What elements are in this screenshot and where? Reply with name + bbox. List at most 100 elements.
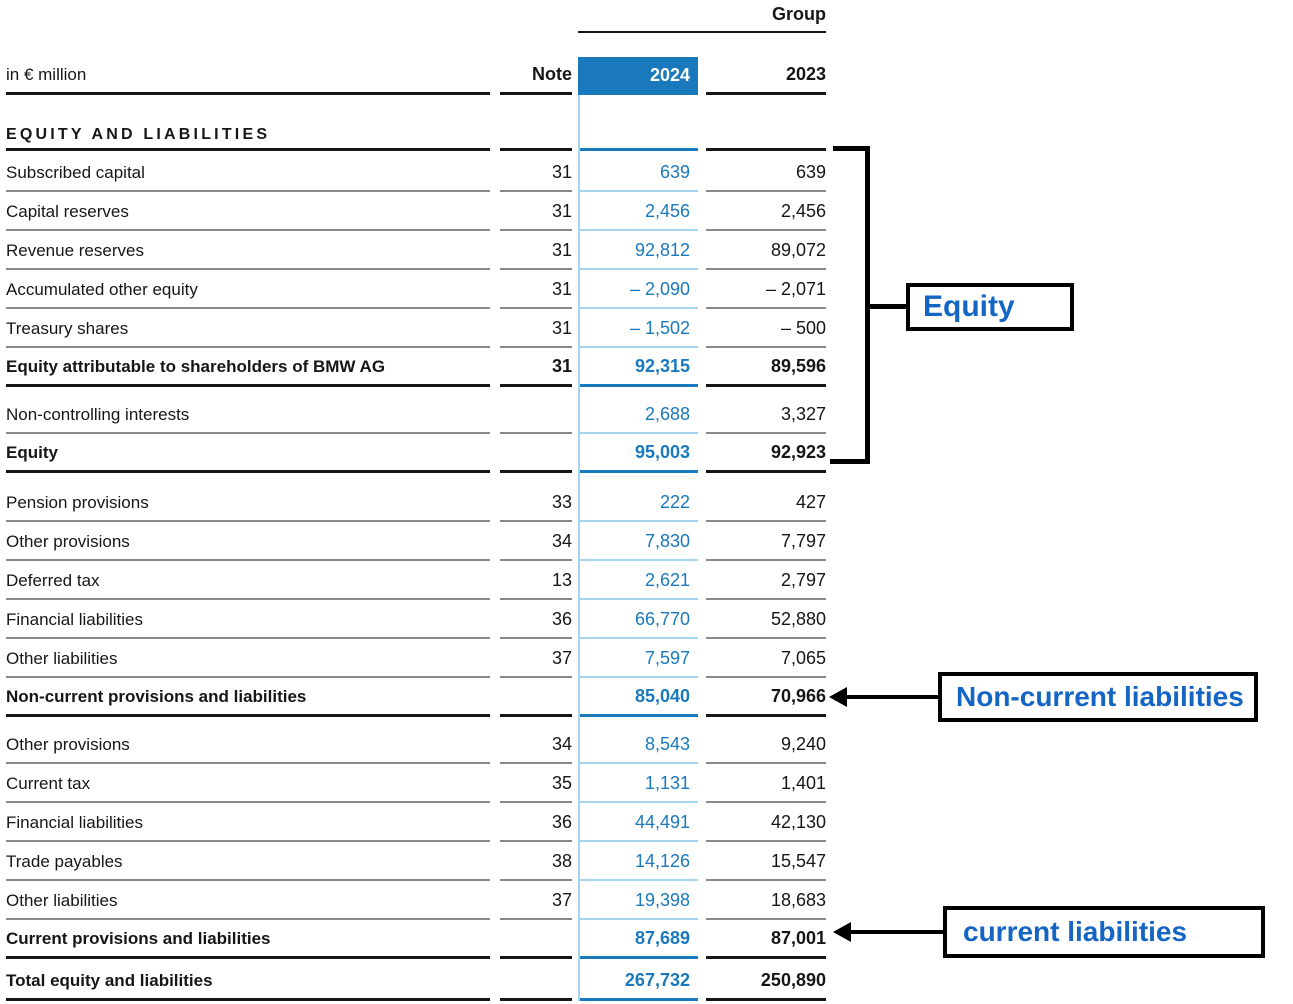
spacer xyxy=(490,395,500,434)
row-value-2024: 85,040 xyxy=(578,678,698,717)
spacer xyxy=(490,57,500,95)
spacer xyxy=(6,33,826,57)
row-note: 38 xyxy=(500,842,572,881)
spacer xyxy=(698,270,706,309)
row-note xyxy=(500,962,572,1001)
current-annotation-label: current liabilities xyxy=(963,916,1188,947)
non-current-annotation-label: Non-current liabilities xyxy=(956,681,1244,712)
row-note: 36 xyxy=(500,600,572,639)
row-value-2023: 2,797 xyxy=(706,561,826,600)
row-label: Pension provisions xyxy=(6,483,490,522)
table-row: Other liabilities 37 19,398 18,683 xyxy=(6,881,826,920)
row-label: Other liabilities xyxy=(6,881,490,920)
row-value-2023: – 2,071 xyxy=(706,270,826,309)
row-value-2024: 2,621 xyxy=(578,561,698,600)
table-row: Pension provisions 33 222 427 xyxy=(6,483,826,522)
row-note: 31 xyxy=(500,348,572,387)
row-note: 31 xyxy=(500,270,572,309)
section-header-row: EQUITY AND LIABILITIES xyxy=(6,126,826,151)
table-row: Trade payables 38 14,126 15,547 xyxy=(6,842,826,881)
row-value-2023: 52,880 xyxy=(706,600,826,639)
row-value-2023: 1,401 xyxy=(706,764,826,803)
row-label: Subscribed capital xyxy=(6,153,490,192)
row-value-2024: 92,812 xyxy=(578,231,698,270)
table-row: Revenue reserves 31 92,812 89,072 xyxy=(6,231,826,270)
table-row: Other liabilities 37 7,597 7,065 xyxy=(6,639,826,678)
spacer xyxy=(490,842,500,881)
spacer xyxy=(6,95,826,126)
table-row: Subscribed capital 31 639 639 xyxy=(6,153,826,192)
spacer xyxy=(490,126,500,151)
spacer xyxy=(698,920,706,959)
spacer xyxy=(698,126,706,151)
spacer xyxy=(490,309,500,348)
spacer xyxy=(490,231,500,270)
row-value-2023: 250,890 xyxy=(706,962,826,1001)
equity-liabilities-table: Group in € million Note 2024 2023 EQUITY… xyxy=(6,0,826,1001)
row-value-2024: 92,315 xyxy=(578,348,698,387)
table-row: Equity attributable to shareholders of B… xyxy=(6,348,826,387)
row-label: Non-controlling interests xyxy=(6,395,490,434)
table-row: Financial liabilities 36 44,491 42,130 xyxy=(6,803,826,842)
equity-annotation-box: Equity xyxy=(906,283,1074,331)
row-value-2023: 427 xyxy=(706,483,826,522)
table-row: Equity 95,003 92,923 xyxy=(6,434,826,473)
note-column-header: Note xyxy=(500,57,572,95)
spacer xyxy=(490,678,500,717)
spacer xyxy=(490,192,500,231)
row-value-2024: 87,689 xyxy=(578,920,698,959)
row-value-2023: 18,683 xyxy=(706,881,826,920)
row-value-2024: 95,003 xyxy=(578,434,698,473)
row-label: Equity xyxy=(6,434,490,473)
row-value-2023: 89,072 xyxy=(706,231,826,270)
spacer xyxy=(490,348,500,387)
row-label: Capital reserves xyxy=(6,192,490,231)
equity-bracket-top xyxy=(833,146,870,151)
spacer xyxy=(698,153,706,192)
section-title: EQUITY AND LIABILITIES xyxy=(6,126,490,151)
group-header-label: Group xyxy=(578,0,826,33)
row-value-2024: 639 xyxy=(578,153,698,192)
row-value-2024: 267,732 xyxy=(578,962,698,1001)
spacer xyxy=(698,348,706,387)
non-current-annotation-box: Non-current liabilities xyxy=(938,672,1258,722)
row-value-2023: 2,456 xyxy=(706,192,826,231)
column-header-row: in € million Note 2024 2023 xyxy=(6,57,826,95)
row-value-2023: 87,001 xyxy=(706,920,826,959)
spacer xyxy=(698,725,706,764)
row-note: 34 xyxy=(500,725,572,764)
table-row: Total equity and liabilities 267,732 250,8… xyxy=(6,962,826,1001)
spacer xyxy=(490,522,500,561)
row-value-2024: 7,597 xyxy=(578,639,698,678)
row-note: 31 xyxy=(500,231,572,270)
row-label: Trade payables xyxy=(6,842,490,881)
row-label: Current provisions and liabilities xyxy=(6,920,490,959)
row-value-2024: – 2,090 xyxy=(578,270,698,309)
non-current-arrow-line xyxy=(846,695,938,699)
row-label: Other liabilities xyxy=(6,639,490,678)
spacer xyxy=(698,57,706,95)
section-2024-rule xyxy=(578,126,698,151)
year-2023-header: 2023 xyxy=(706,57,826,95)
spacer xyxy=(490,561,500,600)
row-note: 33 xyxy=(500,483,572,522)
spacer xyxy=(490,434,500,473)
row-value-2024: 44,491 xyxy=(578,803,698,842)
spacer xyxy=(698,881,706,920)
row-note: 36 xyxy=(500,803,572,842)
spacer xyxy=(698,522,706,561)
row-value-2023: 92,923 xyxy=(706,434,826,473)
table-row: Capital reserves 31 2,456 2,456 xyxy=(6,192,826,231)
year-2024-header: 2024 xyxy=(578,57,698,95)
table-row: Non-current provisions and liabilities 85… xyxy=(6,678,826,717)
spacer xyxy=(698,803,706,842)
spacer xyxy=(698,192,706,231)
spacer xyxy=(698,309,706,348)
group-header-row: Group xyxy=(6,0,826,33)
table-row: Treasury shares 31– 1,502– 500 xyxy=(6,309,826,348)
spacer xyxy=(698,600,706,639)
section-note-rule xyxy=(500,126,572,151)
spacer xyxy=(698,639,706,678)
row-label: Accumulated other equity xyxy=(6,270,490,309)
year-2024-column-rule xyxy=(578,95,580,1001)
